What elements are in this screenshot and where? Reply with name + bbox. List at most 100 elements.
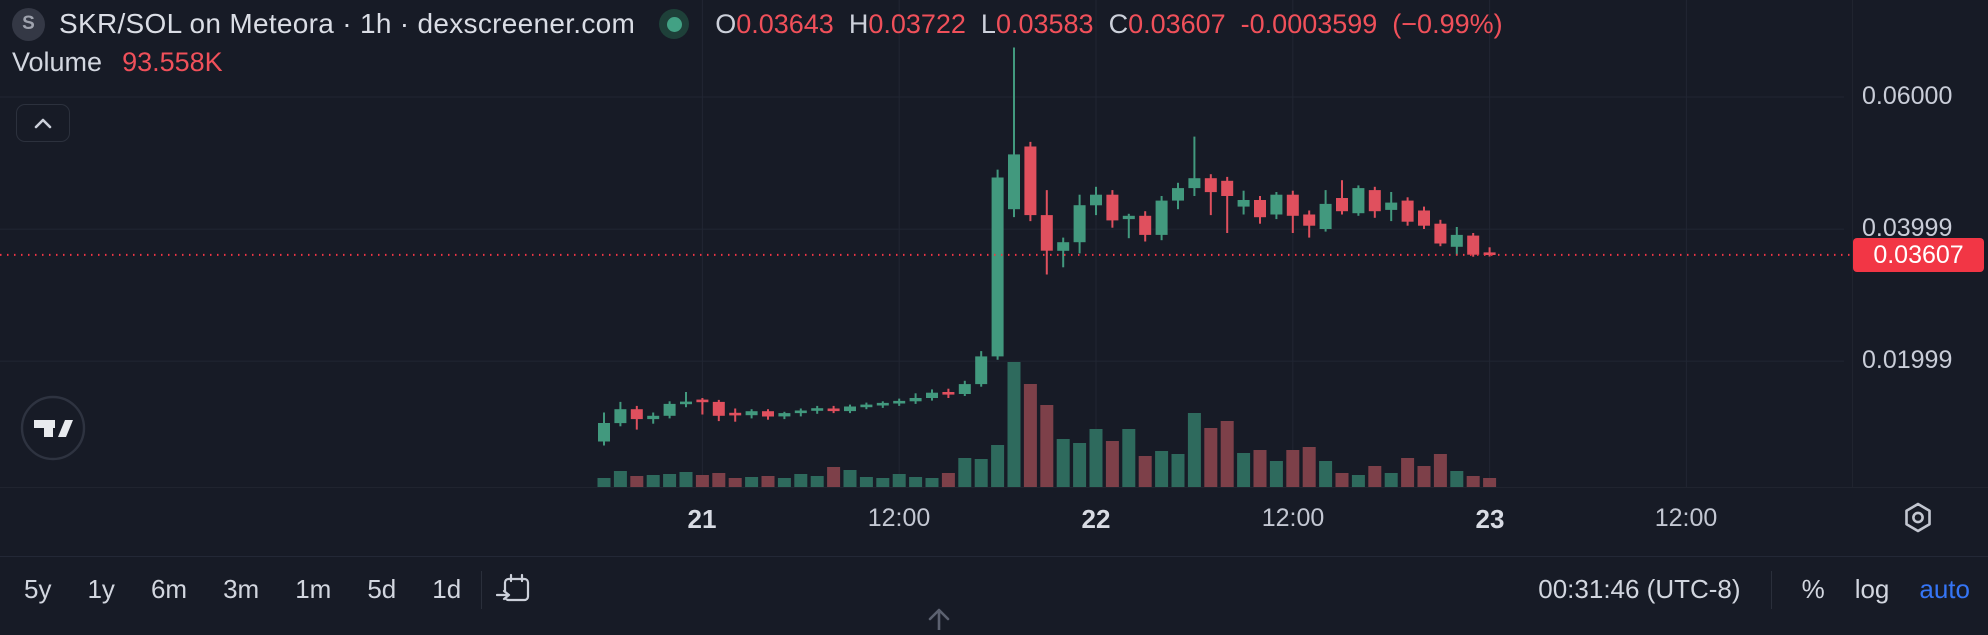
- candle-body: [1106, 194, 1119, 221]
- volume-bar: [1483, 478, 1497, 487]
- volume-legend: Volume 93.558K: [12, 46, 223, 78]
- gear-icon: [1905, 502, 1931, 533]
- price-axis-separator: [1852, 0, 1853, 487]
- candle-body: [811, 408, 824, 411]
- volume-bar: [859, 477, 873, 487]
- candle-body: [1188, 178, 1201, 189]
- volume-bar: [925, 478, 939, 487]
- auto-scale-button[interactable]: auto: [1919, 574, 1970, 604]
- volume-bar: [1286, 450, 1300, 487]
- volume-bar: [1269, 461, 1283, 487]
- price-axis-label: 0.03999: [1862, 214, 1953, 243]
- percent-scale-button[interactable]: %: [1801, 574, 1825, 604]
- volume-bar: [991, 445, 1005, 487]
- volume-bar: [1040, 405, 1054, 487]
- candle-body: [745, 411, 758, 416]
- candle-body: [1040, 215, 1053, 251]
- candle-body: [1024, 146, 1037, 216]
- candle-body: [1434, 223, 1447, 244]
- volume-bar: [1417, 466, 1431, 487]
- candle-body: [1319, 203, 1332, 229]
- candle-body: [1237, 200, 1250, 207]
- volume-bar: [1302, 447, 1316, 487]
- volume-bar: [958, 458, 972, 487]
- volume-bar: [1319, 461, 1333, 487]
- time-axis-label: 12:00: [1654, 504, 1718, 532]
- volume-bar: [777, 478, 791, 487]
- volume-bar: [1122, 429, 1136, 487]
- arrow-up-icon: [928, 608, 950, 632]
- volume-bar: [745, 477, 759, 487]
- range-button-5y[interactable]: 5y: [24, 574, 52, 604]
- range-button-6m[interactable]: 6m: [150, 574, 188, 604]
- time-axis-label: 12:00: [1261, 504, 1325, 532]
- price-axis-label: 0.06000: [1862, 82, 1953, 110]
- candle-body: [778, 413, 791, 417]
- range-button-1m[interactable]: 1m: [295, 574, 332, 604]
- series-visibility-dot[interactable]: [659, 9, 690, 39]
- candle-body: [991, 177, 1004, 357]
- candle-body: [1073, 205, 1086, 243]
- volume-bar: [630, 476, 644, 487]
- candle-body: [1057, 242, 1070, 251]
- range-button-1d[interactable]: 1d: [432, 574, 462, 604]
- time-axis-label: 21: [687, 504, 717, 534]
- show-panel-arrow[interactable]: [926, 606, 952, 632]
- candle-body: [614, 409, 627, 424]
- ohlc-pair: L0.03583: [980, 8, 1094, 39]
- range-buttons: 5y 1y 6m 3m 1m 5d 1d: [18, 572, 467, 607]
- volume-bar: [761, 476, 775, 487]
- candle-body: [1270, 194, 1283, 215]
- volume-bar: [794, 474, 808, 487]
- range-button-1y[interactable]: 1y: [87, 574, 115, 604]
- candle-body: [1418, 210, 1430, 226]
- volume-bar: [1089, 429, 1103, 487]
- candle-body: [663, 403, 676, 416]
- candle-body: [876, 402, 889, 406]
- volume-bar: [1466, 476, 1480, 487]
- clock-timezone-button[interactable]: 00:31:46 (UTC-8): [1538, 574, 1741, 604]
- volume-bar: [1450, 471, 1464, 487]
- volume-bar: [1220, 421, 1234, 487]
- candle-body: [1139, 215, 1152, 235]
- collapse-legend-button[interactable]: [16, 104, 70, 142]
- volume-bar: [1368, 466, 1382, 487]
- range-button-3m[interactable]: 3m: [223, 574, 260, 604]
- volume-bar: [892, 474, 906, 487]
- candlestick-chart[interactable]: [0, 0, 1988, 487]
- candle-body: [860, 404, 873, 408]
- candle-body: [1467, 235, 1480, 255]
- volume-bar: [728, 478, 742, 487]
- volume-bar: [1253, 450, 1267, 487]
- candle-body: [1221, 180, 1234, 196]
- volume-bar: [1073, 443, 1087, 487]
- candle-body: [1483, 252, 1496, 255]
- axis-settings-button[interactable]: [1898, 498, 1938, 538]
- current-price-badge: 0.03607: [1853, 238, 1984, 272]
- time-axis-label: 22: [1081, 504, 1111, 534]
- time-axis-label: 12:00: [867, 504, 931, 532]
- candle-body: [942, 392, 955, 395]
- volume-bar: [613, 471, 627, 487]
- volume-bar: [1237, 453, 1251, 487]
- range-button-5d[interactable]: 5d: [367, 574, 397, 604]
- candle-body: [630, 409, 643, 420]
- candle-body: [1204, 178, 1217, 193]
- volume-bar: [1155, 451, 1169, 487]
- candle-body: [1368, 190, 1381, 212]
- tradingview-logo[interactable]: [20, 395, 86, 461]
- volume-bar: [1401, 458, 1415, 487]
- chart-legend: S SKR/SOL on Meteora · 1h · dexscreener.…: [12, 6, 1503, 42]
- toolbar-divider: [1770, 570, 1772, 609]
- log-scale-button[interactable]: log: [1854, 574, 1890, 604]
- candle-body: [1401, 200, 1414, 222]
- candle-body: [909, 398, 922, 402]
- candle-body: [926, 392, 938, 398]
- time-axis-separator: [0, 487, 1988, 488]
- go-to-date-button[interactable]: [496, 571, 534, 609]
- candle-body: [1450, 234, 1463, 247]
- volume-bar: [1335, 473, 1349, 487]
- volume-bar: [909, 477, 923, 487]
- change-percent: (−0.99%): [1392, 8, 1503, 39]
